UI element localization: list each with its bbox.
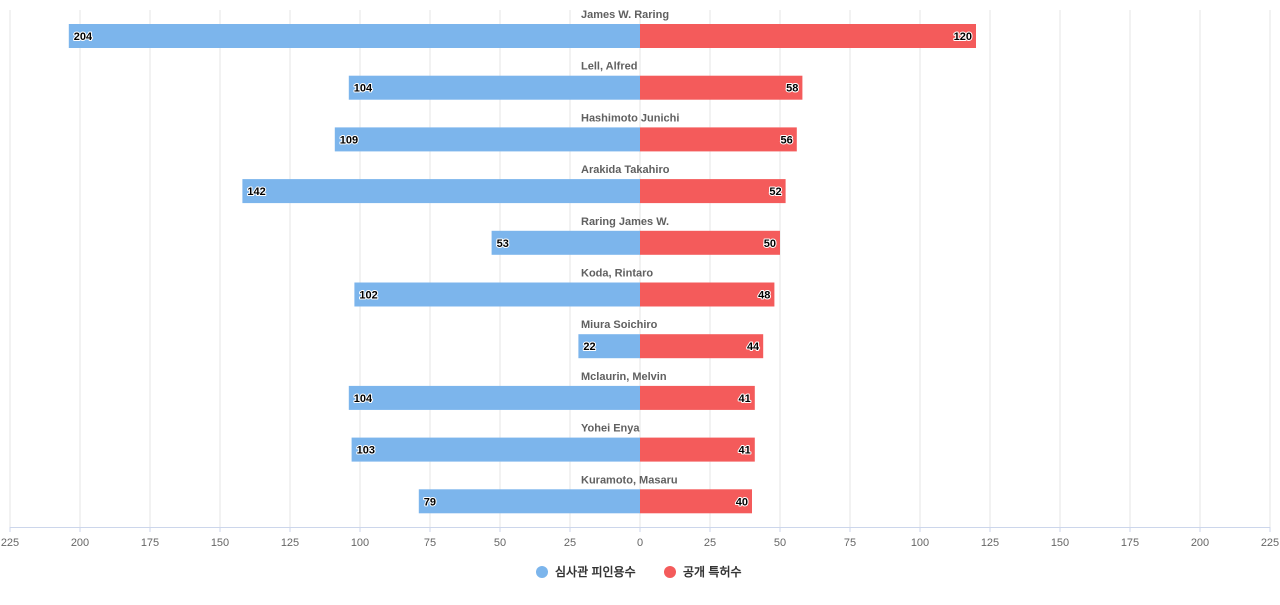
x-tick-label: 225: [1261, 537, 1279, 549]
bar-examiner-citations[interactable]: [348, 385, 640, 410]
bar-examiner-citations[interactable]: [578, 334, 640, 359]
data-label-published-patents: 48: [758, 290, 770, 302]
data-label-published-patents: 50: [764, 238, 776, 250]
x-tick-label: 75: [844, 537, 856, 549]
legend-label: 공개 특허수: [683, 564, 742, 579]
bar-published-patents[interactable]: [640, 437, 755, 462]
x-tick-label: 100: [911, 537, 929, 549]
x-tick-label: 150: [1051, 537, 1069, 549]
bar-published-patents[interactable]: [640, 334, 764, 359]
x-tick-label: 175: [141, 537, 159, 549]
data-label-published-patents: 58: [786, 83, 798, 95]
bar-published-patents[interactable]: [640, 179, 786, 204]
bar-examiner-citations[interactable]: [68, 24, 641, 48]
x-tick-label: 175: [1121, 537, 1139, 549]
data-label-published-patents: 41: [739, 445, 751, 457]
bars-layer: [68, 24, 976, 514]
data-label-examiner-citations: 103: [357, 445, 375, 457]
category-label: Koda, Rintaro: [581, 268, 653, 280]
x-axis: 225 200 175 150 125 100 75 50 25 0 25 50 75 100 125 150…: [1, 527, 1279, 549]
data-label-published-patents: 40: [736, 496, 748, 508]
x-tick-label: 75: [424, 537, 436, 549]
x-tick-label: 50: [774, 537, 786, 549]
x-tick-label: 225: [1, 537, 19, 549]
category-label: Raring James W.: [581, 216, 669, 228]
data-label-examiner-citations: 142: [247, 186, 265, 198]
data-label-published-patents: 52: [769, 186, 781, 198]
bar-published-patents[interactable]: [640, 75, 803, 100]
bar-examiner-citations[interactable]: [348, 75, 640, 100]
legend: 심사관 피인용수 공개 특허수: [536, 564, 742, 579]
x-tick-label: 200: [71, 537, 89, 549]
x-tick-label: 25: [704, 537, 716, 549]
bar-examiner-citations[interactable]: [242, 179, 640, 204]
data-label-examiner-citations: 109: [340, 134, 358, 146]
bar-published-patents[interactable]: [640, 282, 775, 307]
legend-label: 심사관 피인용수: [555, 564, 636, 579]
category-label: Arakida Takahiro: [581, 164, 670, 176]
data-label-published-patents: 56: [781, 134, 793, 146]
bar-published-patents[interactable]: [640, 127, 797, 152]
data-label-examiner-citations: 204: [74, 31, 93, 43]
legend-marker: [664, 566, 676, 578]
bar-published-patents[interactable]: [640, 489, 752, 514]
data-label-published-patents: 44: [747, 341, 760, 353]
data-label-examiner-citations: 104: [354, 83, 373, 95]
data-label-examiner-citations: 104: [354, 393, 373, 405]
x-tick-label: 25: [564, 537, 576, 549]
x-tick-label: 200: [1191, 537, 1209, 549]
x-tick-label: 150: [211, 537, 229, 549]
category-label: James W. Raring: [581, 9, 669, 21]
category-label: Kuramoto, Masaru: [581, 474, 678, 486]
bar-examiner-citations[interactable]: [418, 489, 640, 514]
category-label: Mclaurin, Melvin: [581, 371, 667, 383]
bar-examiner-citations[interactable]: [491, 230, 640, 255]
category-label: Yohei Enya: [581, 423, 640, 435]
bar-published-patents[interactable]: [640, 230, 780, 255]
bar-published-patents[interactable]: [640, 385, 755, 410]
category-label: Hashimoto Junichi: [581, 112, 679, 124]
legend-marker: [536, 566, 548, 578]
x-tick-label: 125: [981, 537, 999, 549]
x-tick-label: 0: [637, 537, 643, 549]
bar-examiner-citations[interactable]: [354, 282, 640, 307]
x-tick-label: 50: [494, 537, 506, 549]
data-label-published-patents: 41: [739, 393, 751, 405]
category-label: Miura Soichiro: [581, 319, 658, 331]
data-label-published-patents: 120: [954, 31, 972, 43]
data-label-examiner-citations: 102: [359, 290, 377, 302]
x-tick-label: 125: [281, 537, 299, 549]
data-label-examiner-citations: 79: [424, 496, 436, 508]
legend-item-examiner-citations[interactable]: 심사관 피인용수: [536, 564, 636, 579]
data-label-examiner-citations: 22: [583, 341, 595, 353]
x-tick-label: 100: [351, 537, 369, 549]
bar-examiner-citations[interactable]: [334, 127, 640, 152]
legend-item-published-patents[interactable]: 공개 특허수: [664, 564, 742, 579]
labels-layer: James W. Raring 204 120 Lell, Alfred 104 58 Ha…: [73, 9, 973, 509]
bar-examiner-citations[interactable]: [351, 437, 640, 462]
category-label: Lell, Alfred: [581, 61, 637, 73]
data-label-examiner-citations: 53: [497, 238, 509, 250]
bar-published-patents[interactable]: [640, 24, 976, 48]
